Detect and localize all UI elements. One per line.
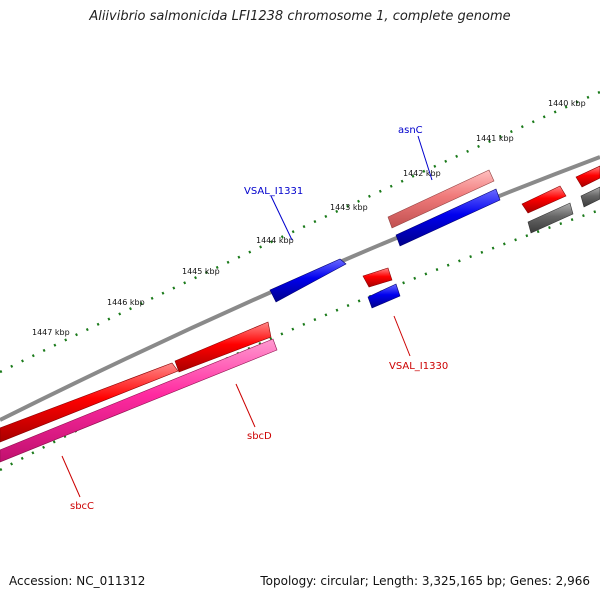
gene-label-sbcD[interactable]: sbcD [247,431,272,442]
map-title: Aliivibrio salmonicida LFI1238 chromosom… [89,9,511,24]
genome-stats-label: Topology: circular; Length: 3,325,165 bp… [260,574,590,588]
leader-asnC [417,135,433,181]
tick-label-1443: 1443 kbp [330,203,368,212]
tick-label-1442: 1442 kbp [403,169,441,178]
gene-label-vsal-i1331[interactable]: VSAL_I1331 [244,186,303,197]
gene-vsal-i1330-blue[interactable] [367,283,401,309]
leader-sbcD [235,383,256,428]
gene-label-vsal-i1330[interactable]: VSAL_I1330 [389,361,448,372]
tick-label-1447: 1447 kbp [32,328,70,337]
tick-label-1440: 1440 kbp [548,99,586,108]
gene-label-sbcC[interactable]: sbcC [70,501,94,512]
tick-label-1446: 1446 kbp [107,298,145,307]
gene-reverse-blue[interactable] [395,188,501,247]
gene-sbcD[interactable] [0,338,278,463]
gene-vsal-i1331[interactable] [269,258,347,303]
leader-vsal-i1331 [270,195,293,241]
gene-forward-right-1[interactable] [521,185,567,214]
gene-reverse-grey-1[interactable] [527,202,574,234]
gene-forward-right-2[interactable] [575,165,600,188]
leader-vsal-i1330 [393,315,411,357]
accession-label: Accession: NC_011312 [9,574,146,588]
tick-label-1441: 1441 kbp [476,134,514,143]
tick-label-1445: 1445 kbp [182,267,220,276]
inner-tick-ring [0,208,600,472]
gene-forward-upper[interactable] [174,321,272,373]
gene-reverse-grey-2[interactable] [580,186,600,208]
gene-label-asnC[interactable]: asnC [398,125,423,136]
gene-forward-large[interactable] [0,362,179,443]
gene-vsal-i1330-red[interactable] [362,267,393,288]
tick-label-1444: 1444 kbp [256,236,294,245]
leader-sbcC [61,455,81,498]
gene-asnC[interactable] [387,169,495,229]
